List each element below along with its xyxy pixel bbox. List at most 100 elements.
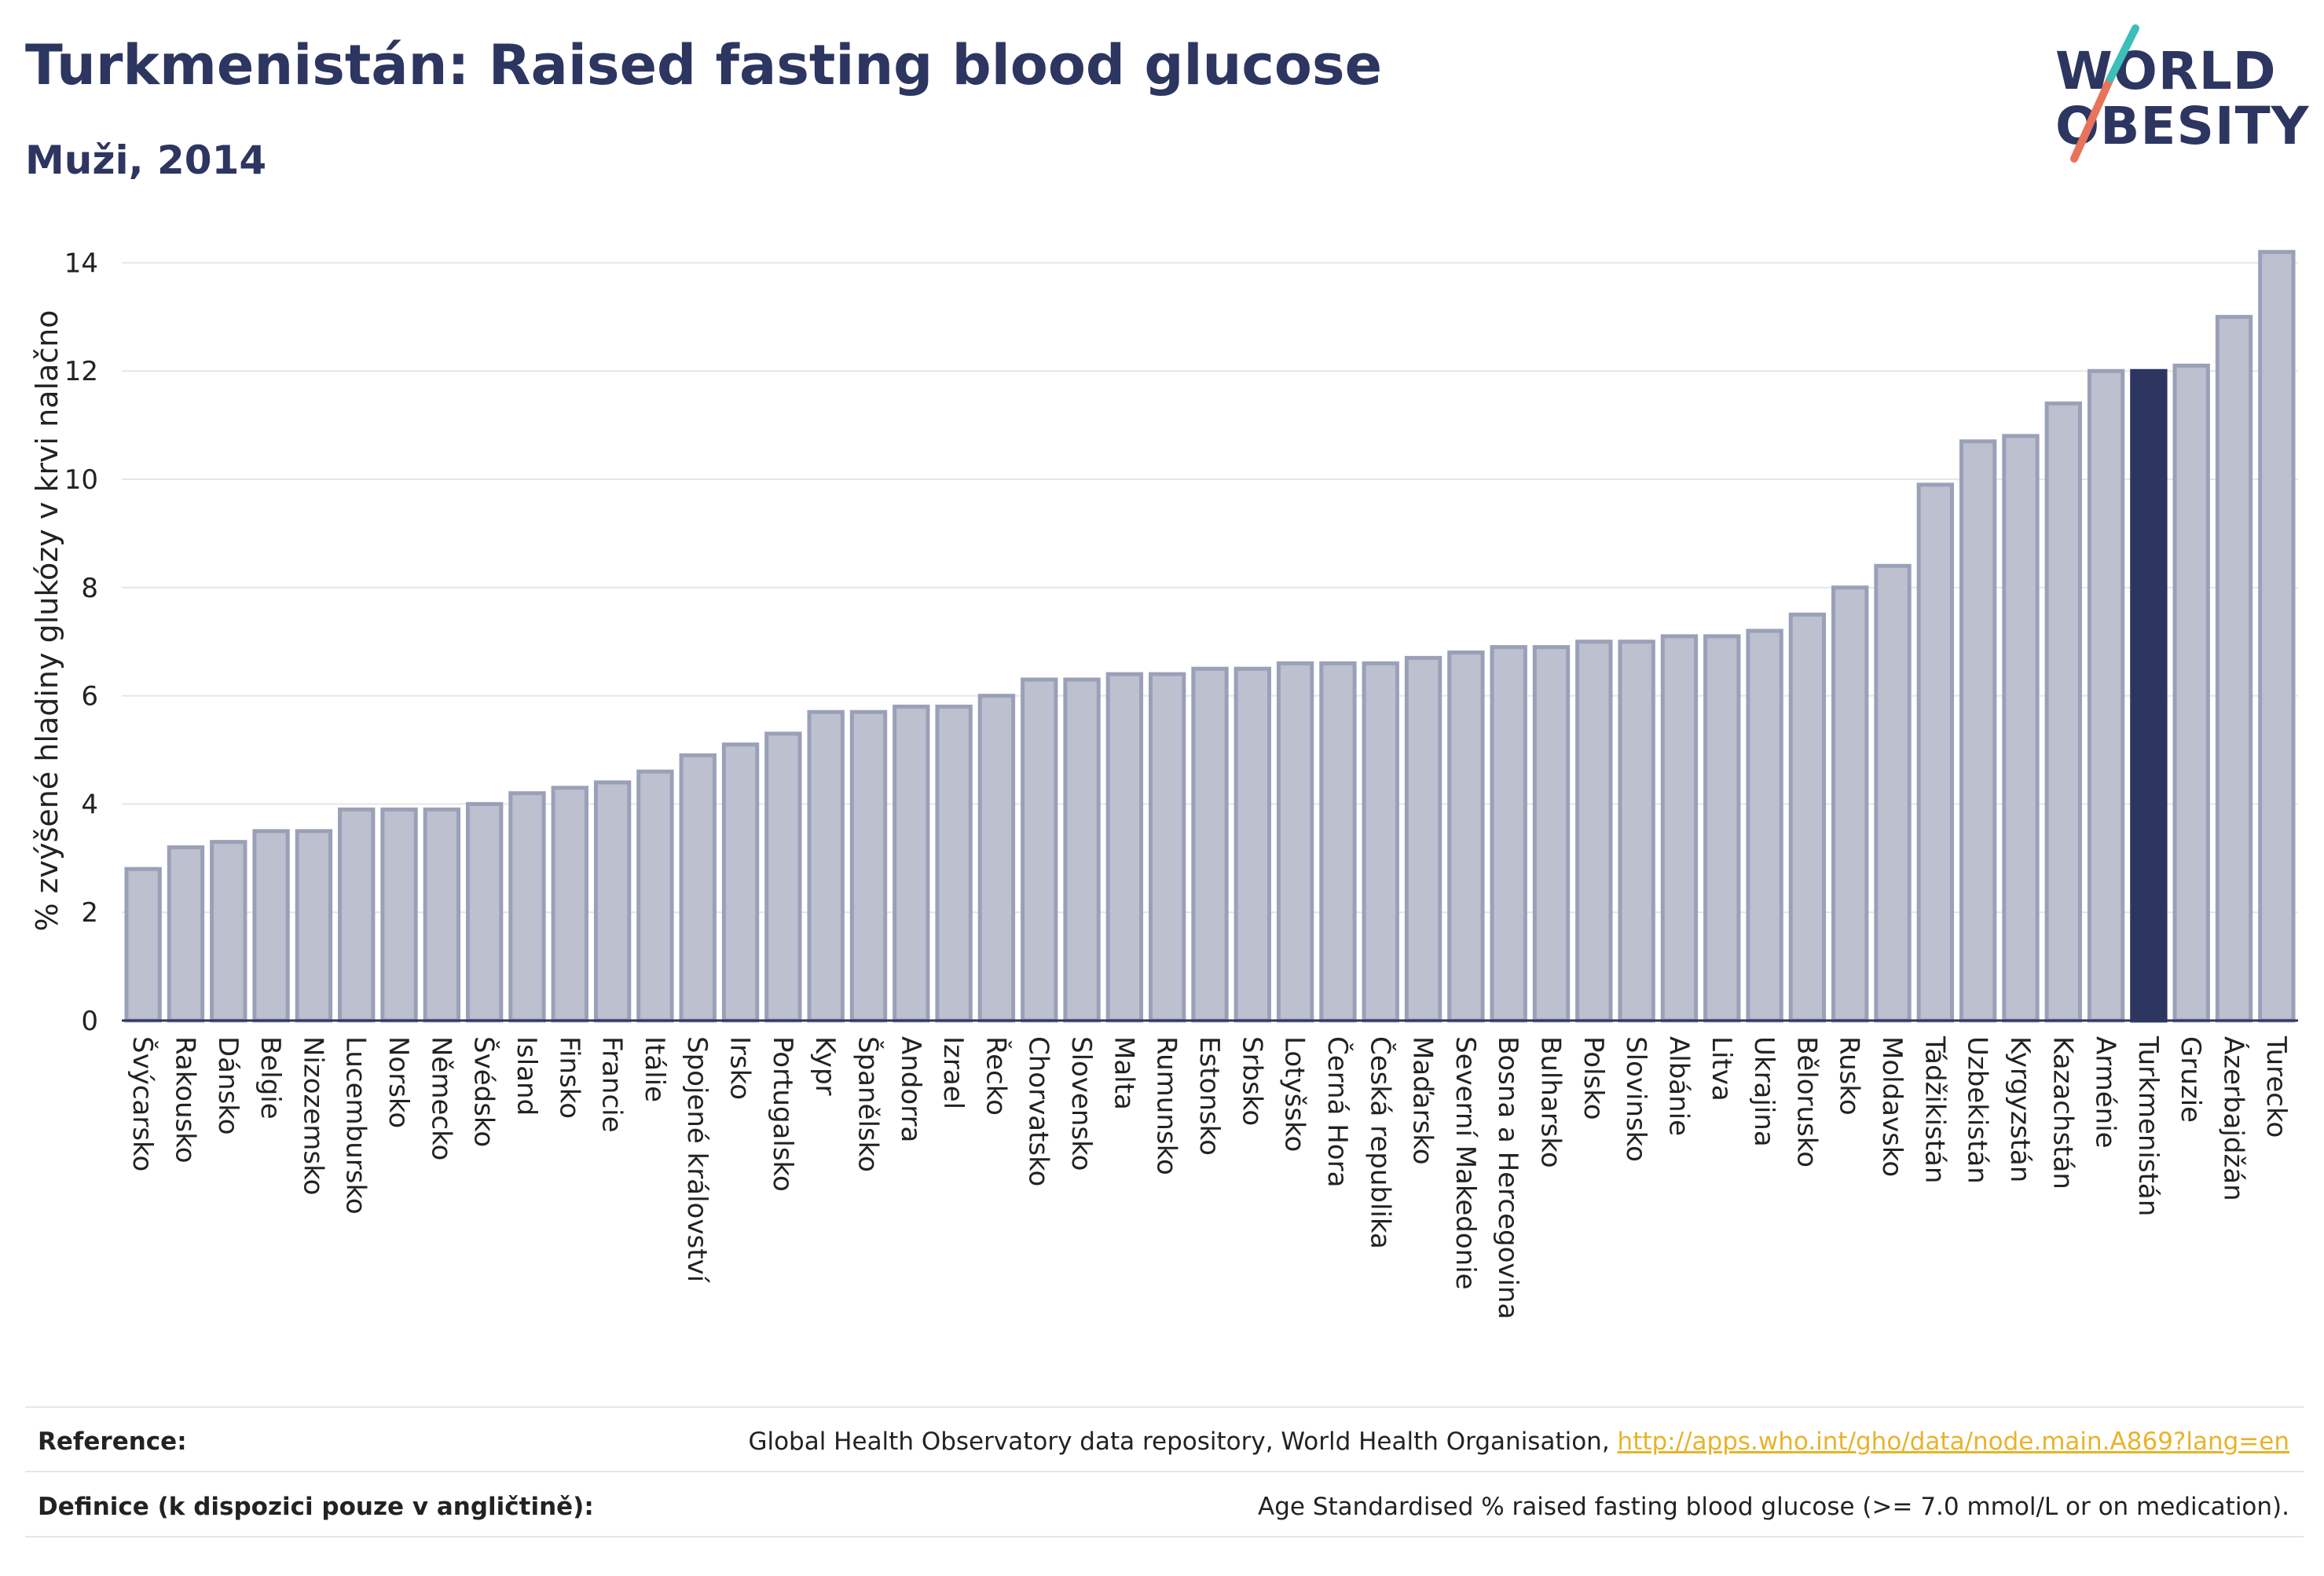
reference-text: Global Health Observatory data repositor…	[748, 1428, 1618, 1456]
y-tick-label: 2	[81, 897, 98, 929]
reference-value: Global Health Observatory data repositor…	[748, 1428, 2289, 1456]
footer-divider-top	[25, 1406, 2304, 1408]
bar	[1532, 645, 1571, 1023]
bar	[167, 845, 205, 1023]
x-tick-label: Španělsko	[852, 1036, 884, 1172]
bar	[1362, 661, 1399, 1023]
x-tick-label: Česká republika	[1364, 1036, 1396, 1249]
x-tick-label: Černá Hora	[1321, 1036, 1354, 1187]
page-subtitle: Muži, 2014	[25, 137, 267, 183]
bar	[1746, 629, 1783, 1023]
bar	[1063, 677, 1101, 1023]
bar	[679, 753, 717, 1023]
bar-chart: 0 2 4 6 8 10 12 14 Švýcarsko Rakousko Dánsko Belgie…	[64, 247, 2298, 1319]
bar	[1149, 672, 1186, 1023]
bar	[636, 769, 674, 1023]
bar	[1191, 666, 1229, 1023]
x-tick-label: Francie	[596, 1036, 628, 1133]
x-tick-label: Litva	[1706, 1036, 1737, 1101]
y-axis-label: % zvýšené hladiny glukózy v krvi nalačno	[30, 310, 64, 932]
x-tick-label: Irsko	[724, 1036, 756, 1100]
bar	[1319, 661, 1357, 1023]
bar	[1959, 439, 1997, 1023]
bar	[1831, 585, 1869, 1023]
bar	[1233, 666, 1271, 1023]
bar	[210, 840, 247, 1023]
x-tick-label: Srbsko	[1236, 1036, 1267, 1126]
x-tick-label: Turkmenistán	[2132, 1035, 2164, 1216]
bar	[1618, 640, 1655, 1023]
x-tick-label: Severní Makedonie	[1450, 1036, 1481, 1290]
x-tick-label: Malta	[1108, 1036, 1139, 1110]
bar	[1788, 612, 1827, 1023]
bar	[1874, 563, 1912, 1023]
bar	[807, 709, 845, 1023]
bar	[2087, 368, 2125, 1023]
bar	[849, 709, 888, 1023]
bar	[124, 867, 162, 1023]
x-tick-label: Kyrgyzstán	[2004, 1036, 2036, 1182]
bar	[2258, 250, 2296, 1023]
x-tick-label: Lucembursko	[340, 1036, 372, 1215]
bar	[2172, 363, 2210, 1023]
x-tick-label: Řecko	[980, 1036, 1012, 1116]
definition-value: Age Standardised % raised fasting blood …	[1258, 1493, 2289, 1521]
x-tick-label: Itálie	[639, 1036, 670, 1102]
x-tick-label: Arménie	[2090, 1036, 2121, 1149]
x-tick-label: Kypr	[809, 1036, 841, 1096]
x-tick-label: Švýcarsko	[126, 1036, 159, 1171]
x-tick-label: Uzbekistán	[1962, 1036, 1993, 1184]
x-tick-label: Rakousko	[169, 1036, 200, 1164]
x-tick-label: Albánie	[1662, 1036, 1694, 1136]
x-tick-label: Chorvatsko	[1023, 1036, 1054, 1186]
logo-line1: WORLD	[2055, 41, 2277, 101]
bar	[338, 807, 376, 1023]
bar	[1447, 651, 1485, 1023]
logo-slash-icon	[2070, 24, 2139, 163]
footer-divider-bottom	[25, 1536, 2304, 1538]
bar	[764, 731, 802, 1023]
bar	[1575, 640, 1613, 1023]
x-tick-label: Polsko	[1578, 1036, 1609, 1120]
bar	[423, 807, 461, 1023]
y-tick-label: 8	[81, 573, 98, 604]
x-tick-label: Norsko	[383, 1036, 414, 1128]
x-tick-label: Bělorusko	[1791, 1036, 1822, 1167]
bar	[252, 829, 290, 1023]
bar	[380, 807, 418, 1023]
bar	[721, 742, 760, 1023]
x-tick-label: Bulharsko	[1535, 1036, 1567, 1168]
page-title: Turkmenistán: Raised fasting blood gluco…	[25, 33, 1383, 97]
y-tick-label: 14	[64, 247, 98, 279]
x-tick-label: Estonsko	[1193, 1036, 1225, 1156]
x-tick-label: Tádžikistán	[1919, 1035, 1950, 1183]
x-tick-label: Belgie	[255, 1036, 286, 1120]
reference-label: Reference:	[38, 1428, 187, 1456]
x-tick-label: Ázerbajdžán	[2218, 1036, 2250, 1201]
x-tick-label: Bosna a Hercegovina	[1492, 1036, 1523, 1319]
x-tick-label: Rumunsko	[1151, 1036, 1182, 1175]
x-tick-label: Izrael	[937, 1036, 969, 1109]
x-tick-label: Island	[511, 1036, 542, 1116]
bar	[1021, 677, 1058, 1023]
x-tick-label: Švédsko	[468, 1036, 500, 1147]
bar	[977, 694, 1016, 1023]
x-tick-label: Gruzie	[2175, 1036, 2206, 1123]
x-tick-label: Dánsko	[212, 1036, 244, 1135]
bar	[893, 704, 930, 1023]
bar	[593, 780, 632, 1023]
bar	[508, 791, 546, 1023]
bar	[1660, 634, 1699, 1023]
bar	[1703, 634, 1741, 1023]
reference-link[interactable]: http://apps.who.int/gho/data/node.main.A…	[1617, 1428, 2289, 1456]
bar	[935, 704, 973, 1023]
definition-label: Definice (k dispozici pouze v angličtině…	[38, 1493, 594, 1521]
world-obesity-logo: WORLD OBESITY	[2043, 24, 2310, 173]
y-tick-label: 4	[81, 789, 98, 820]
x-tick-label: Ukrajina	[1748, 1036, 1780, 1147]
bar	[1276, 661, 1314, 1023]
x-tick-label: Turecko	[2260, 1035, 2292, 1138]
y-tick-label: 12	[64, 356, 98, 387]
bar	[1404, 655, 1442, 1023]
bar	[1105, 672, 1144, 1023]
